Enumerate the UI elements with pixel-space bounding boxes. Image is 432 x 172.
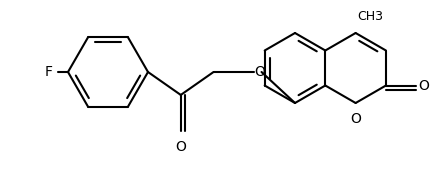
Text: O: O	[175, 140, 186, 154]
Text: CH3: CH3	[358, 10, 384, 23]
Text: O: O	[350, 112, 361, 126]
Text: F: F	[45, 65, 53, 79]
Text: O: O	[418, 78, 429, 93]
Text: O: O	[254, 65, 265, 79]
